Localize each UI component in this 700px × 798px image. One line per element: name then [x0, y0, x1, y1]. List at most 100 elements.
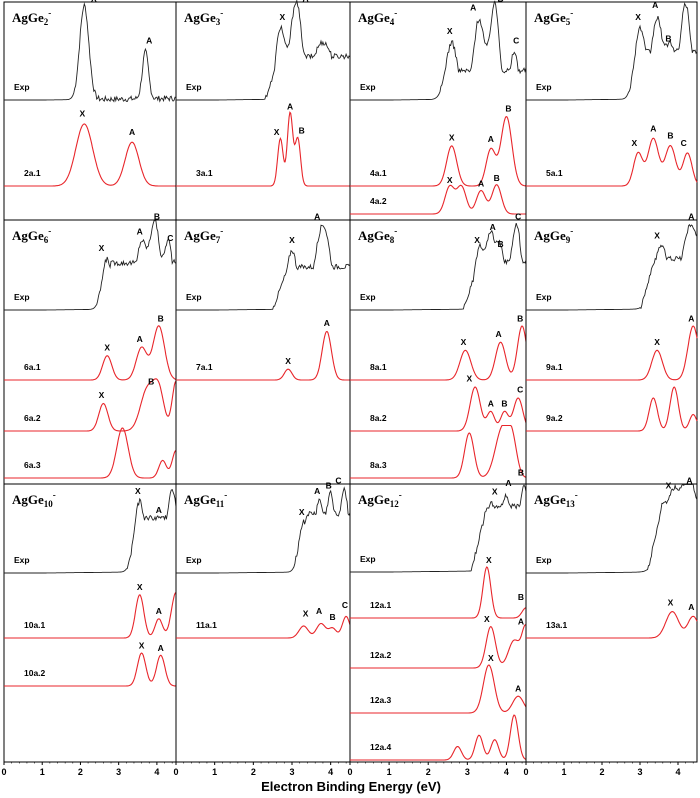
x-tick-label: 0 [173, 767, 178, 777]
peak-label: A [137, 334, 143, 344]
panel-frame [349, 1, 527, 221]
peak-label: A [488, 398, 494, 408]
x-tick-label: 0 [347, 767, 352, 777]
peak-label: B [518, 592, 524, 602]
exp-spectrum-line [176, 486, 351, 574]
panel-agge2: AgGe2- Exp 2a.1 X A X A [3, 0, 177, 221]
peak-label: A [688, 602, 694, 612]
peak-label: X [447, 26, 453, 36]
peak-label: A [314, 211, 320, 221]
peak-label: B [665, 34, 671, 44]
peak-label: B [501, 398, 507, 408]
peak-label: X [449, 133, 455, 143]
peak-label: B [148, 376, 154, 386]
calc-spectrum-line [350, 566, 527, 619]
panel-title: AgGe3- [184, 8, 223, 27]
peak-label: X [447, 175, 453, 185]
peak-label: X [635, 12, 641, 22]
peak-label: B [330, 612, 336, 622]
exp-label: Exp [360, 554, 376, 564]
peak-label: B [505, 104, 511, 114]
x-axis-title: Electron Binding Energy (eV) [261, 779, 441, 794]
panel-title: AgGe5- [534, 8, 573, 27]
panel-title: AgGe2- [12, 8, 51, 27]
peak-label: A [488, 134, 494, 144]
peak-label: C [167, 233, 173, 243]
calc-isomer-label: 2a.1 [24, 168, 41, 178]
peak-label: A [302, 0, 308, 3]
peak-label: A [515, 683, 521, 693]
exp-spectrum-line [4, 220, 177, 311]
calc-spectrum-line [350, 386, 527, 432]
calc-isomer-label: 9a.2 [546, 413, 563, 423]
calc-isomer-label: 8a.3 [370, 460, 387, 470]
calc-spectrum-line [176, 330, 350, 381]
x-tick-label: 3 [289, 767, 294, 777]
calc-isomer-label: 10a.1 [24, 620, 46, 630]
exp-label: Exp [360, 292, 376, 302]
peak-label: A [650, 123, 656, 133]
peak-label: X [289, 235, 295, 245]
peak-label: C [342, 600, 348, 610]
x-tick-label: 2 [78, 767, 83, 777]
calc-isomer-label: 12a.2 [370, 650, 392, 660]
x-tick-label: 1 [212, 767, 217, 777]
calc-isomer-label: 7a.1 [196, 362, 213, 372]
panel-title: AgGe12- [358, 490, 402, 509]
exp-spectrum-line [526, 483, 698, 574]
peak-label: A [316, 606, 322, 616]
calc-spectrum-line [526, 386, 698, 432]
calc-spectrum-line [350, 184, 526, 215]
peak-label: X [91, 0, 97, 3]
calc-isomer-label: 8a.2 [370, 413, 387, 423]
peak-label: A [652, 0, 658, 10]
peak-label: A [146, 36, 152, 46]
x-tick-label: 4 [328, 767, 333, 777]
peak-label: X [137, 582, 143, 592]
peak-label: B [158, 314, 164, 324]
exp-label: Exp [536, 292, 552, 302]
x-tick-label: 4 [675, 767, 680, 777]
calc-spectrum-line [4, 427, 177, 479]
x-tick-label: 1 [561, 767, 566, 777]
peak-label: A [137, 226, 143, 236]
peak-label: A [478, 179, 484, 189]
peak-label: X [486, 555, 492, 565]
peak-label: X [488, 653, 494, 663]
panel-title: AgGe8- [358, 226, 397, 245]
peak-label: X [104, 342, 110, 352]
peak-label: X [99, 243, 105, 253]
panel-agge6: AgGe6- Exp 6a.1 6a.2 6a.3 X A B C X A B X B [3, 211, 177, 485]
panel-frame [349, 219, 527, 485]
calc-isomer-label: 3a.1 [196, 168, 213, 178]
peak-label: X [135, 486, 141, 496]
calc-isomer-label: 12a.3 [370, 695, 392, 705]
x-tick-label: 2 [599, 767, 604, 777]
calc-isomer-label: 6a.2 [24, 413, 41, 423]
exp-spectrum-line [526, 223, 698, 311]
peak-label: B [517, 314, 523, 324]
panel-grid: AgGe2-Exp2a.1XAXAAgGe3-Exp3a.1XAXABAgGe4… [3, 0, 698, 763]
peak-label: A [158, 643, 164, 653]
calc-spectrum-line [350, 325, 527, 381]
exp-label: Exp [186, 555, 202, 565]
panel-title: AgGe11- [184, 490, 227, 509]
x-tick-label: 3 [637, 767, 642, 777]
peak-label: X [668, 597, 674, 607]
peak-label: X [99, 390, 105, 400]
peak-label: X [274, 127, 280, 137]
peak-label: B [154, 211, 160, 221]
exp-label: Exp [536, 555, 552, 565]
peak-label: X [474, 235, 480, 245]
exp-label: Exp [360, 82, 376, 92]
peak-label: A [470, 3, 476, 13]
calc-isomer-label: 10a.2 [24, 668, 46, 678]
calc-isomer-label: 6a.1 [24, 362, 41, 372]
exp-spectrum-line [526, 2, 698, 101]
panel-frame [349, 483, 527, 763]
calc-spectrum-line [176, 615, 351, 639]
exp-label: Exp [536, 82, 552, 92]
peak-label: B [494, 173, 500, 183]
